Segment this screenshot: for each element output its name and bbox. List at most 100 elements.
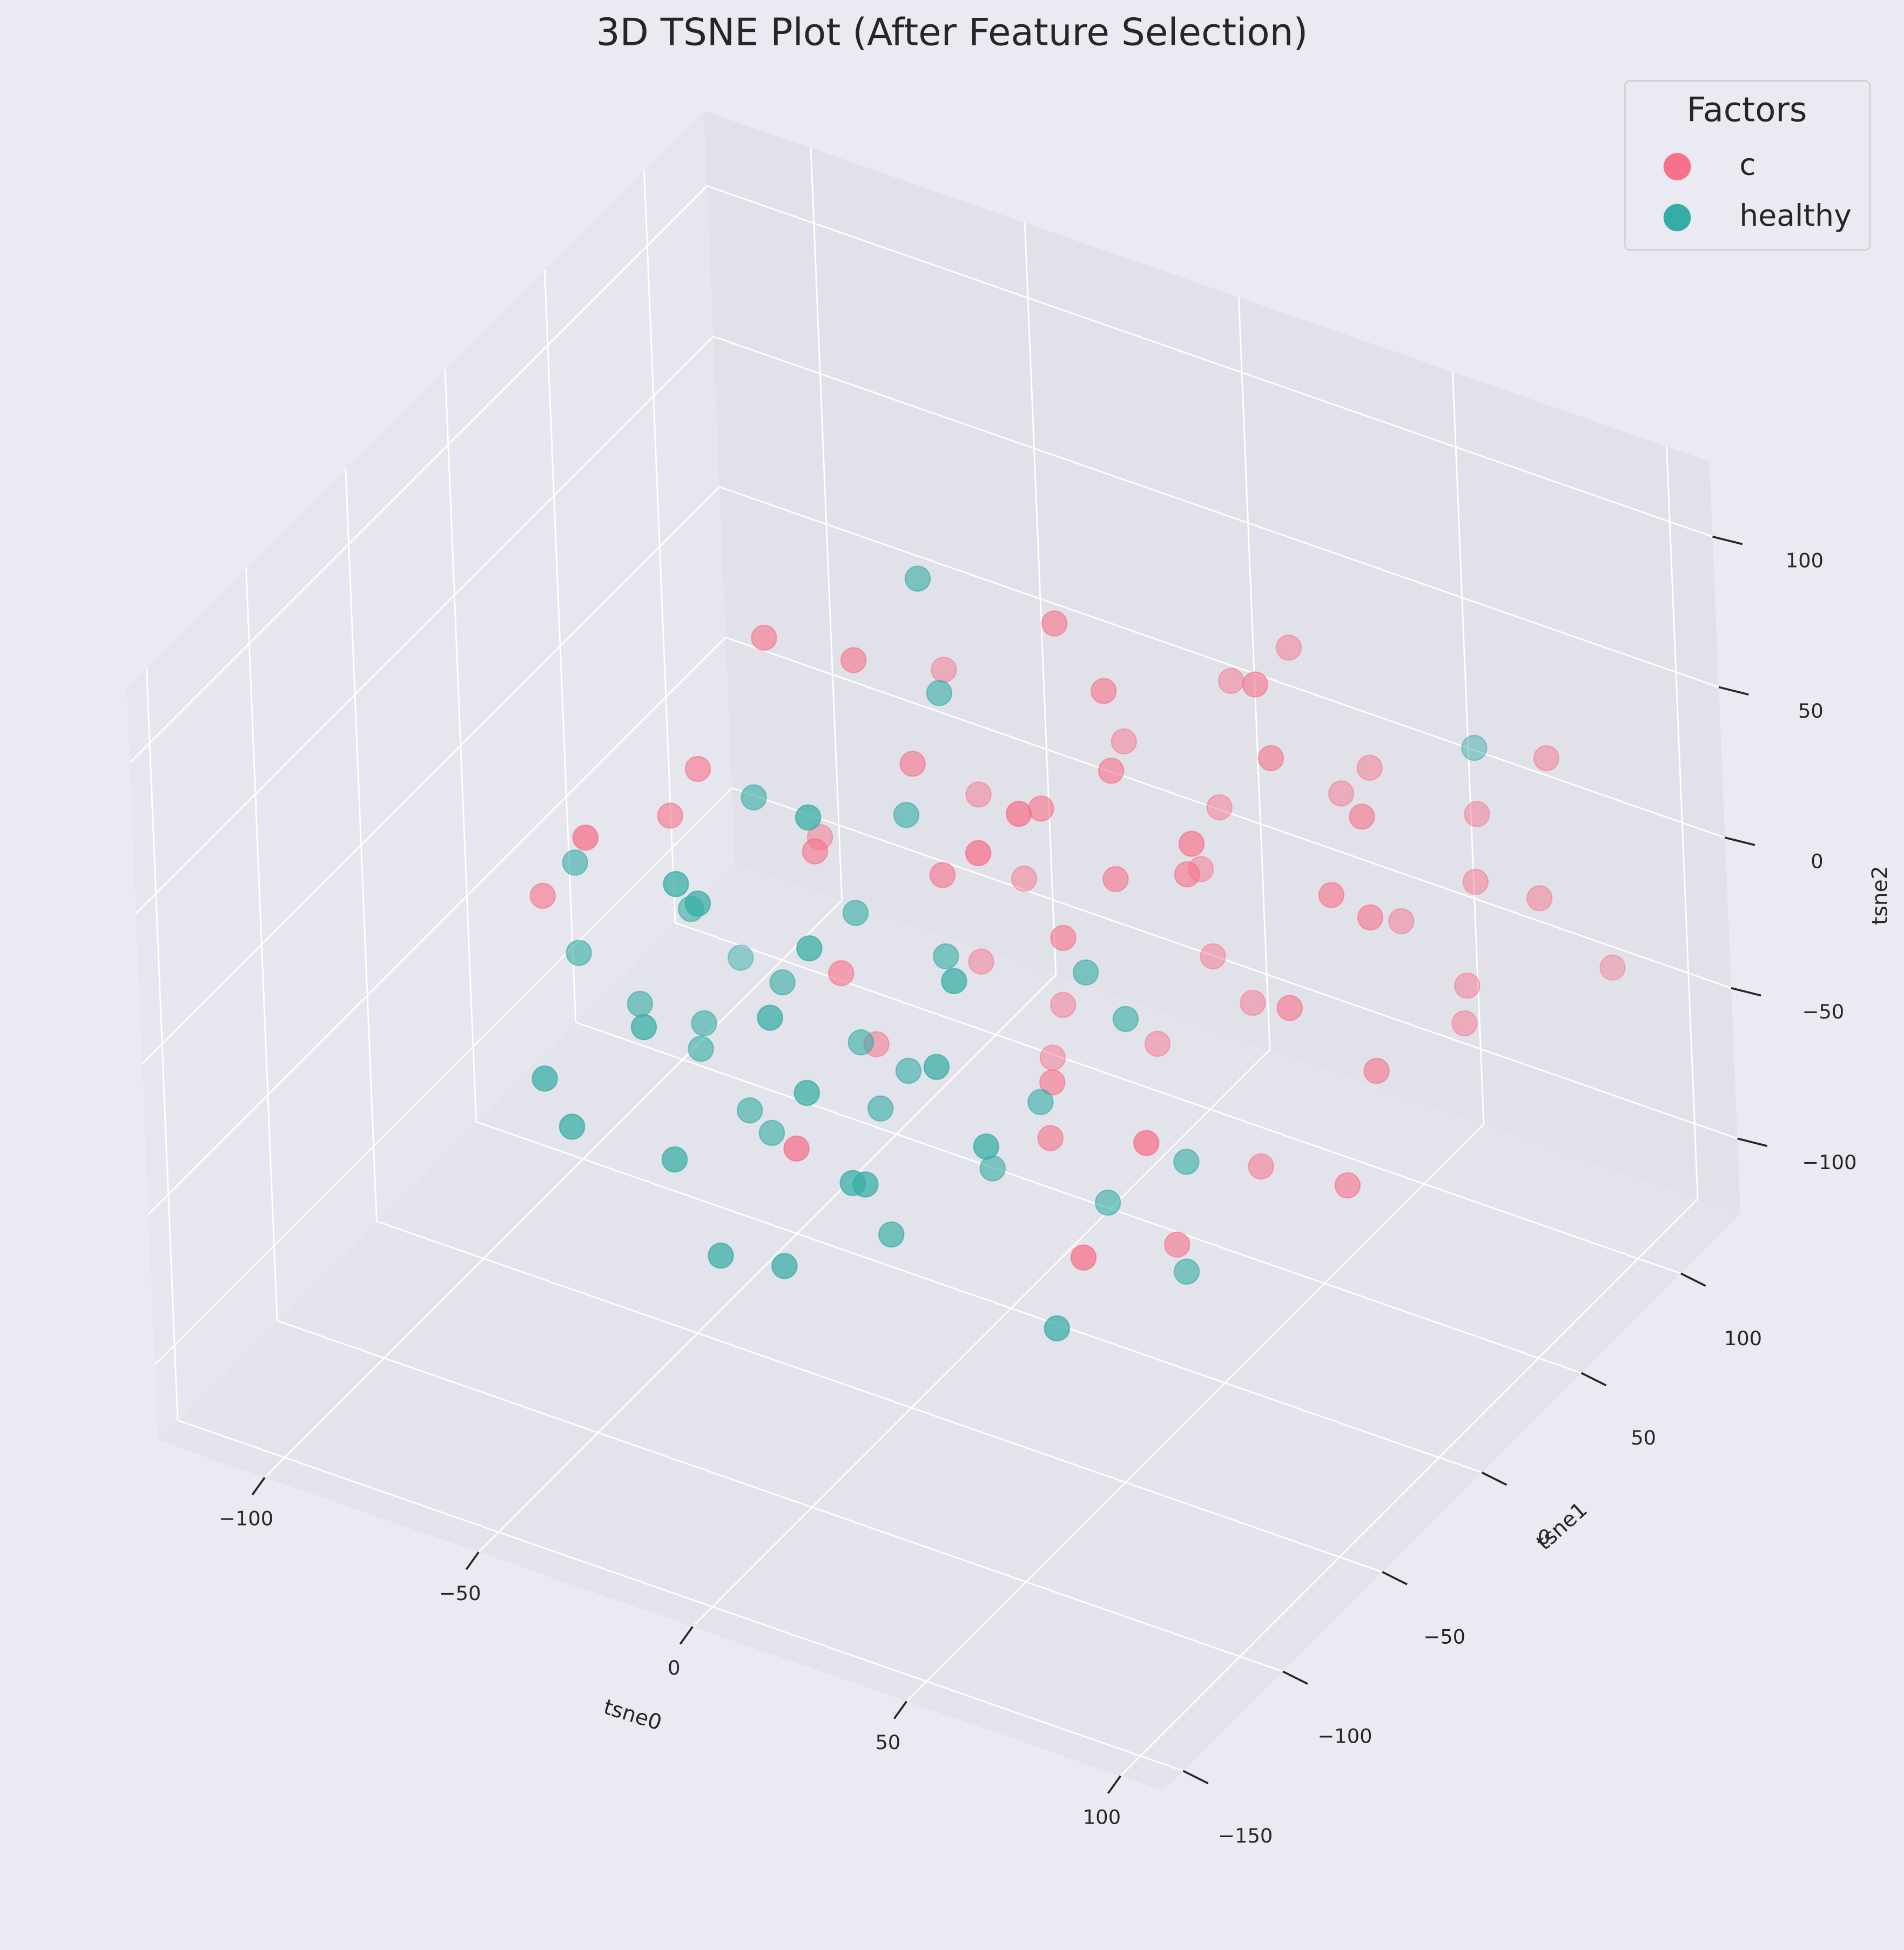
tick-label: −50 <box>439 1582 481 1605</box>
tick-mark <box>1282 1670 1308 1685</box>
points <box>529 565 1626 1342</box>
tick-label: 50 <box>1631 1426 1656 1449</box>
point <box>793 1079 820 1106</box>
point <box>923 1054 950 1080</box>
tick-label: −100 <box>1317 1725 1372 1748</box>
grid-line <box>719 486 1725 839</box>
tick-mark <box>679 1626 694 1645</box>
grid-line <box>129 185 708 764</box>
tick-label: 0 <box>668 1656 680 1679</box>
tick-label: −100 <box>1802 1151 1856 1174</box>
grid-line <box>906 1123 1484 1702</box>
point <box>688 1036 714 1062</box>
tick-mark <box>1718 686 1749 696</box>
point <box>968 948 994 975</box>
grid-line <box>177 1419 1184 1772</box>
point <box>751 624 777 651</box>
point <box>1144 1030 1171 1057</box>
point <box>1028 795 1054 822</box>
point <box>802 838 829 865</box>
point <box>1173 1258 1200 1285</box>
point <box>657 802 683 829</box>
legend: Factors c healthy <box>1624 80 1871 251</box>
point <box>758 1119 785 1146</box>
grid-line <box>725 636 1732 989</box>
point <box>1218 667 1244 694</box>
point <box>1091 678 1117 704</box>
legend-label: c <box>1739 148 1755 183</box>
point <box>1011 865 1038 892</box>
grid-line <box>1120 1198 1699 1777</box>
point <box>893 801 920 828</box>
point <box>973 1133 1000 1160</box>
grid-line <box>478 974 1057 1553</box>
grid-line <box>692 1049 1270 1628</box>
point <box>1464 801 1490 827</box>
point <box>899 751 926 777</box>
tick-label: −150 <box>1218 1824 1273 1847</box>
tick-label: −50 <box>1802 1000 1845 1023</box>
point <box>933 943 959 970</box>
grid-line <box>264 900 843 1478</box>
point <box>867 1095 894 1122</box>
tick-mark <box>1481 1472 1508 1486</box>
grid-line <box>142 486 720 1065</box>
point <box>1072 959 1099 986</box>
point <box>783 1135 810 1162</box>
point <box>1111 728 1137 755</box>
grid-line <box>712 335 1719 688</box>
legend-marker <box>1663 204 1691 232</box>
point <box>708 1243 734 1269</box>
tick-mark <box>1737 1137 1768 1147</box>
point <box>737 1097 763 1124</box>
point <box>769 969 796 996</box>
point <box>979 1155 1006 1182</box>
legend-marker <box>1663 153 1691 180</box>
point <box>1174 861 1201 888</box>
chart-title: 3D TSNE Plot (After Feature Selection) <box>596 11 1308 55</box>
point <box>661 1146 688 1173</box>
point <box>828 960 855 987</box>
point <box>566 940 592 966</box>
point <box>684 890 711 917</box>
tick-label: 50 <box>1798 699 1824 723</box>
point <box>1462 868 1489 895</box>
grid-line <box>575 1021 1582 1374</box>
point <box>1095 1189 1121 1216</box>
tick-mark <box>465 1551 480 1570</box>
point <box>728 944 754 971</box>
grid-line <box>147 637 726 1215</box>
tick-mark <box>1107 1775 1122 1794</box>
point <box>795 804 822 831</box>
tick-label: 0 <box>1811 850 1823 873</box>
point <box>1050 925 1077 952</box>
point <box>1070 1244 1097 1271</box>
point <box>1388 908 1415 935</box>
tick-mark <box>1731 987 1761 997</box>
tick-label: 0 <box>1538 1526 1550 1549</box>
point <box>562 849 588 876</box>
point <box>1599 954 1626 981</box>
point <box>1328 780 1355 807</box>
grid-line <box>277 1320 1283 1672</box>
point <box>847 1029 874 1056</box>
grid-line <box>154 787 732 1366</box>
point <box>965 840 992 866</box>
z-axis-label: tsne2 <box>1868 866 1892 925</box>
grid-line <box>376 1220 1383 1573</box>
point <box>1318 882 1345 908</box>
point <box>1041 610 1068 637</box>
tick-label: 100 <box>1786 549 1824 572</box>
point <box>929 862 956 888</box>
point <box>1356 754 1383 781</box>
tick-mark <box>1382 1571 1408 1585</box>
point <box>691 1010 717 1037</box>
tick-mark <box>1182 1770 1209 1785</box>
point <box>741 784 767 811</box>
grid-line <box>476 1121 1482 1473</box>
point <box>931 656 957 683</box>
point <box>1363 1057 1390 1084</box>
point <box>1357 904 1384 931</box>
